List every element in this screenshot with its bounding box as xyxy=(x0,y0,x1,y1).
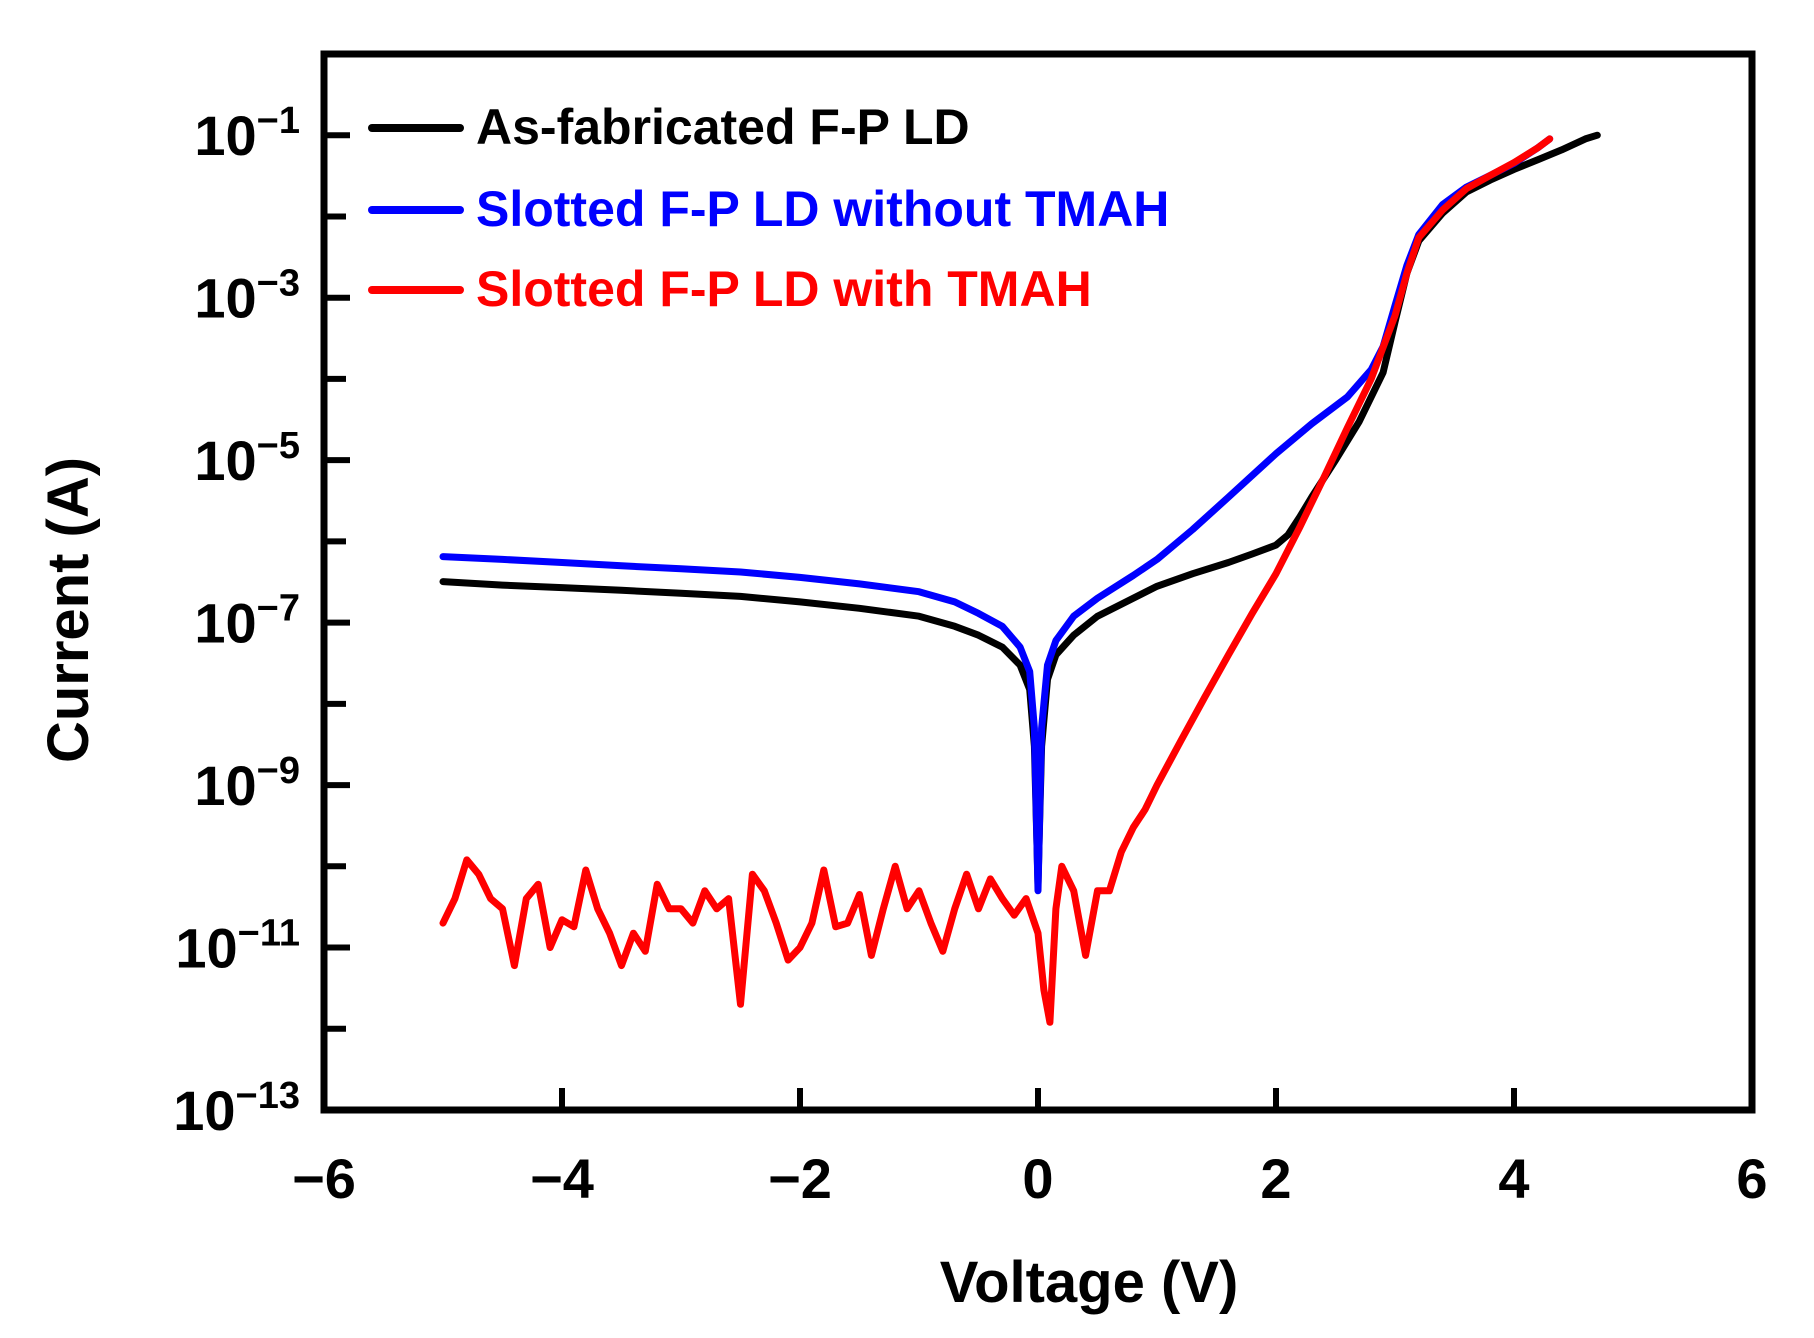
axes: −6 −4 −2 0 2 4 6 10−1 10−3 10−5 10−7 10−9 10−11 10−13 xyxy=(173,50,1768,1210)
series-layer xyxy=(439,131,1601,1026)
x-tick-label-4: 2 xyxy=(1260,1147,1291,1210)
y-axis-title: Current (A) xyxy=(36,457,101,763)
y-tick-label-3: 10−7 xyxy=(194,588,300,655)
x-tick-label-1: −4 xyxy=(530,1147,594,1210)
legend-label-1: Slotted F-P LD without TMAH xyxy=(476,181,1169,237)
y-tick-label-1: 10−3 xyxy=(194,263,300,330)
y-tick-label-0: 10−1 xyxy=(194,100,300,167)
series-line-2 xyxy=(439,135,1554,1026)
x-tick-label-6: 6 xyxy=(1736,1147,1767,1210)
y-tick-label-2: 10−5 xyxy=(194,425,300,492)
series-line-0 xyxy=(439,131,1601,888)
x-tick-label-2: −2 xyxy=(768,1147,832,1210)
series-line-1 xyxy=(439,135,1554,895)
x-tick-label-3: 0 xyxy=(1022,1147,1053,1210)
legend-label-2: Slotted F-P LD with TMAH xyxy=(476,261,1092,317)
legend-label-0: As-fabricated F-P LD xyxy=(476,99,970,155)
x-axis-title: Voltage (V) xyxy=(940,1250,1239,1315)
legend: As-fabricated F-P LD Slotted F-P LD witho… xyxy=(368,99,1169,317)
y-tick-label-5: 10−11 xyxy=(175,913,300,980)
x-tick-label-5: 4 xyxy=(1498,1147,1529,1210)
y-tick-label-6: 10−13 xyxy=(173,1075,300,1142)
x-tick-label-0: −6 xyxy=(292,1147,356,1210)
y-tick-label-4: 10−9 xyxy=(194,750,300,817)
